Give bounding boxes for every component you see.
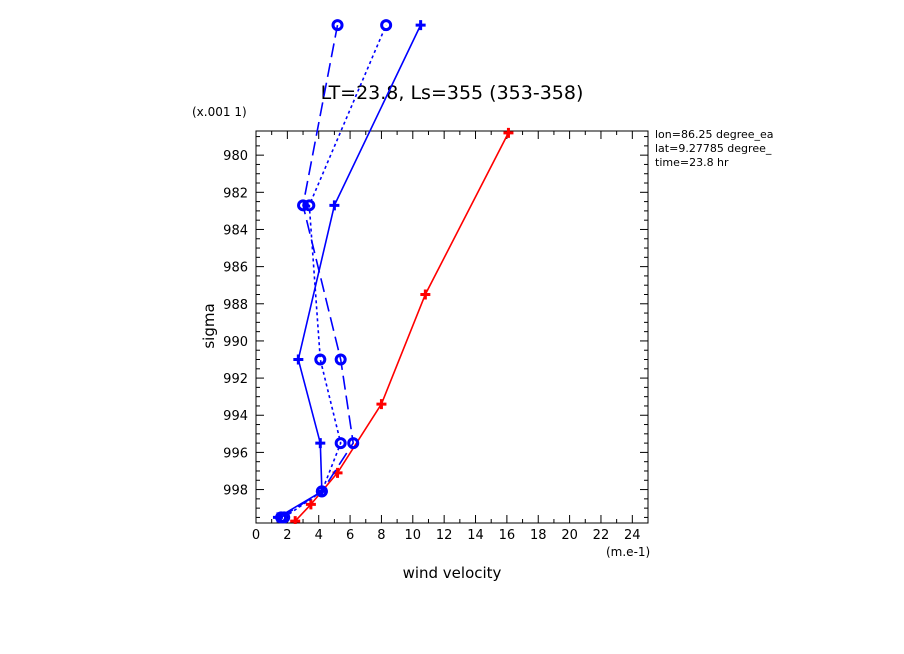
y-tick-label: 990 [223,335,248,350]
y-unit-label: (x.001 1) [192,105,247,119]
info-lat: lat=9.27785 degree_ [655,142,772,155]
info-block: lon=86.25 degree_ea lat=9.27785 degree_ … [655,128,774,169]
x-unit-label: (m.e-1) [606,545,650,559]
series-2-point [293,354,304,365]
x-tick-label: 22 [593,528,610,543]
series-1-point [305,499,316,510]
series-4-point [303,199,316,212]
x-tick-label: 18 [530,528,547,543]
series-line-4 [283,24,387,519]
info-lon: lon=86.25 degree_ea [655,128,774,141]
x-tick-label: 6 [346,528,354,543]
series-2-point [415,20,426,31]
series-4-point [334,437,347,450]
series-4-point [278,511,291,524]
series-1-point [503,127,514,138]
y-tick-label: 984 [223,223,248,238]
x-tick-label: 12 [436,528,453,543]
series-1-point [420,289,431,300]
x-tick-label: 8 [377,528,385,543]
series-4-point [380,19,393,32]
y-tick-label: 986 [223,261,248,276]
series-2-point [329,200,340,211]
series-3-point [297,199,310,212]
y-tick-label: 992 [223,372,248,387]
series-3-point [347,437,360,450]
x-tick-label: 4 [315,528,323,543]
y-tick-label: 994 [223,409,248,424]
y-tick-label: 998 [223,484,248,499]
x-tick-label: 2 [283,528,291,543]
series-1-point [290,516,301,524]
data-series [272,19,514,524]
plot-frame [255,130,649,524]
x-tick-label: 24 [624,528,641,543]
series-4-point [314,353,327,366]
y-tick-label: 988 [223,298,248,313]
y-tick-label: 980 [223,149,248,164]
series-2-point [315,438,326,449]
axis-ticks: 0 2 4 6 8 10 12 14 16 18 20 22 249809829849869889909… [223,131,648,543]
x-axis-label: wind velocity [403,564,502,582]
y-tick-label: 982 [223,186,248,201]
x-tick-label: 16 [499,528,516,543]
y-tick-label: 996 [223,446,248,461]
series-4-point [315,485,328,498]
x-tick-label: 10 [405,528,422,543]
info-time: time=23.8 hr [655,156,729,169]
x-tick-label: 0 [252,528,260,543]
series-line-1 [294,132,510,522]
series-3-point [334,353,347,366]
series-3-point [331,19,344,32]
y-axis-label: sigma [200,303,218,348]
series-1-point [376,399,387,410]
x-tick-label: 20 [561,528,578,543]
x-tick-label: 14 [467,528,484,543]
